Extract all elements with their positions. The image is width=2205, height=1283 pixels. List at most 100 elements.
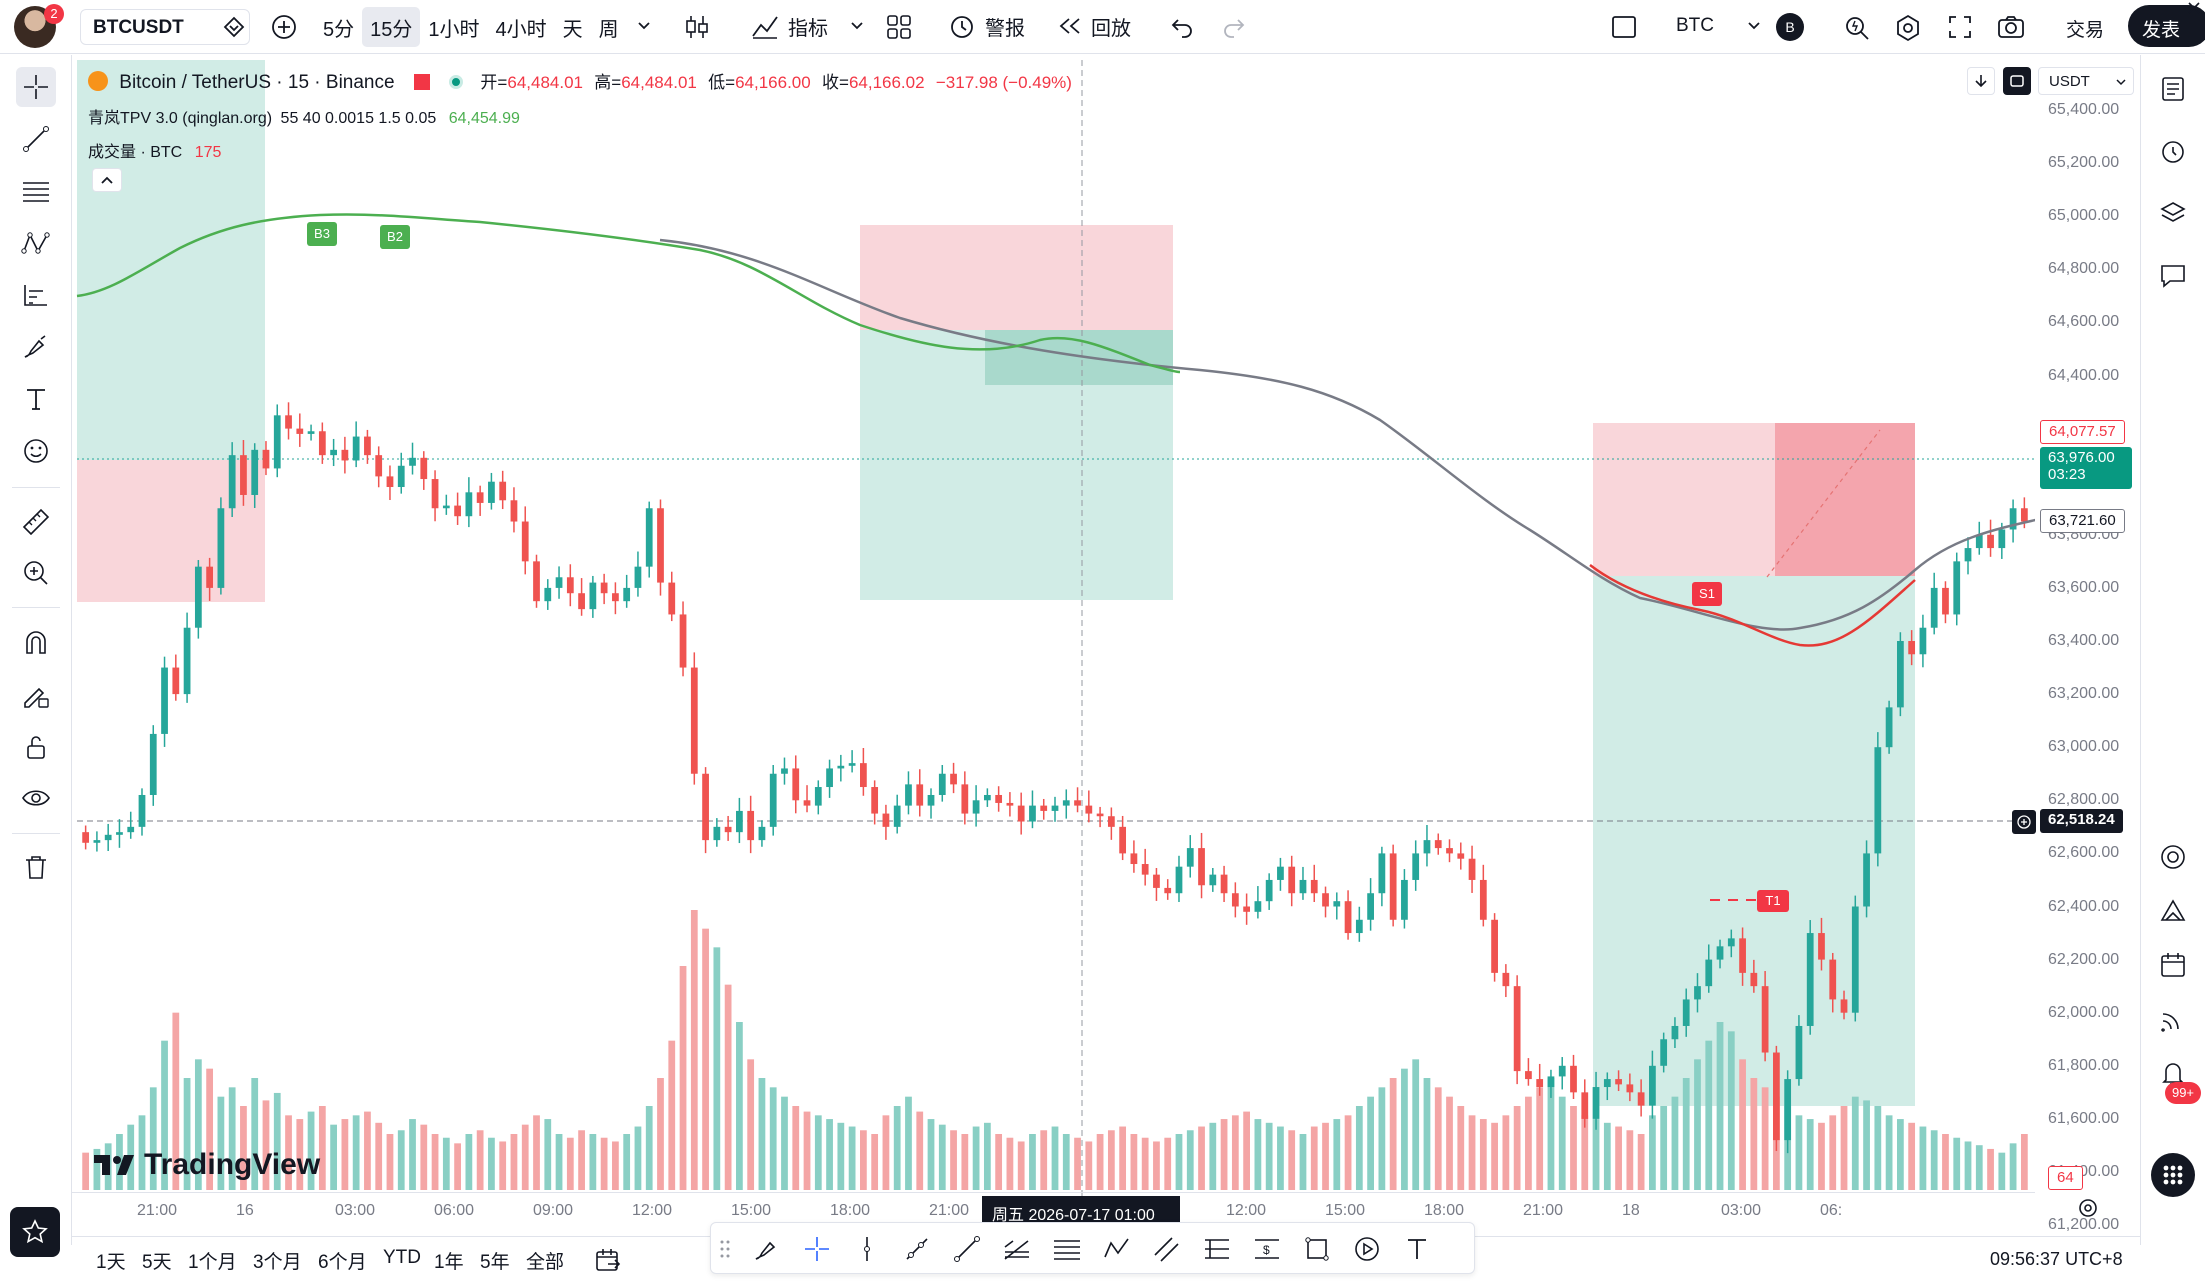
undo-icon[interactable] [1168, 13, 1196, 41]
target-signal-t1[interactable]: T1 [1757, 890, 1789, 912]
interval-15m[interactable]: 15分 [362, 7, 421, 47]
add-symbol-icon[interactable] [270, 13, 298, 41]
brush-icon[interactable] [16, 327, 56, 367]
long-position-icon[interactable] [1199, 1231, 1235, 1267]
chat-icon[interactable] [2151, 253, 2195, 297]
xabcd-pattern-icon[interactable] [1099, 1231, 1135, 1267]
symbol-title[interactable]: Bitcoin / TetherUS · 15 · Binance [119, 72, 395, 93]
eye-icon[interactable] [16, 779, 56, 819]
settings-gear-icon[interactable] [1893, 13, 1923, 43]
auto-scale-icon[interactable] [2003, 67, 2031, 95]
indicators-button[interactable]: 指标 [750, 11, 828, 41]
drag-handle-icon[interactable] [715, 1231, 735, 1267]
pattern-icon[interactable] [16, 223, 56, 263]
range-1d[interactable]: 1天 [96, 1252, 126, 1273]
rectangle-icon[interactable] [1299, 1231, 1335, 1267]
zoom-in-icon[interactable] [16, 553, 56, 593]
currency-badge[interactable]: B [1776, 13, 1804, 41]
symbol-options-icon[interactable] [222, 15, 246, 39]
layers-icon[interactable] [2151, 191, 2195, 235]
currency-unit-select[interactable]: USDT [2038, 67, 2134, 95]
brush-icon[interactable] [749, 1231, 785, 1267]
crosshair-icon[interactable] [799, 1231, 835, 1267]
price-chart[interactable] [72, 55, 2140, 1205]
symbol-search[interactable]: BTCUSDT [80, 9, 250, 45]
publish-button[interactable]: 发表 [2128, 5, 2205, 47]
chevron-down-icon[interactable] [848, 17, 866, 35]
favorites-star-icon[interactable] [10, 1207, 60, 1257]
trend-line-icon[interactable] [16, 119, 56, 159]
fib-retracement-icon[interactable] [16, 171, 56, 211]
crosshair-icon[interactable] [16, 67, 56, 107]
forecast-icon[interactable] [16, 275, 56, 315]
range-5d[interactable]: 5天 [142, 1252, 172, 1273]
ray-icon[interactable] [899, 1231, 935, 1267]
lock-drawing-icon[interactable] [16, 675, 56, 715]
volume-bar [1863, 1100, 1870, 1190]
parallel-channel-icon[interactable] [1149, 1231, 1185, 1267]
add-plus-icon[interactable] [2012, 810, 2036, 834]
flag-icon[interactable] [413, 74, 430, 90]
time-axis-settings-icon[interactable] [2076, 1196, 2100, 1220]
broadcast-icon[interactable] [2151, 997, 2195, 1041]
checkbox-square-icon[interactable] [1610, 13, 1638, 41]
buy-signal-b3[interactable]: B3 [307, 222, 337, 246]
range-1y[interactable]: 1年 [434, 1252, 464, 1273]
range-1m[interactable]: 1个月 [188, 1252, 237, 1273]
trash-icon[interactable] [16, 847, 56, 887]
ideas-icon[interactable] [2151, 889, 2195, 933]
redo-icon[interactable] [1220, 13, 1248, 41]
chevron-down-icon[interactable] [1745, 17, 1763, 35]
range-ytd[interactable]: YTD [383, 1247, 421, 1268]
unlock-icon[interactable] [16, 727, 56, 767]
range-6m[interactable]: 6个月 [318, 1252, 367, 1273]
play-icon[interactable] [1349, 1231, 1385, 1267]
toolbar-divider [12, 833, 60, 834]
calendar-icon[interactable] [2151, 943, 2195, 987]
go-to-date-icon[interactable] [594, 1247, 622, 1275]
target-icon[interactable] [2151, 835, 2195, 879]
magnet-icon[interactable] [16, 623, 56, 663]
arrow-down-icon[interactable] [1967, 67, 1995, 95]
quick-search-icon[interactable] [1842, 13, 1872, 43]
candle-body [1705, 959, 1713, 987]
collapse-legend-icon[interactable] [92, 168, 122, 192]
trend-line-icon[interactable] [949, 1231, 985, 1267]
alerts-clock-icon[interactable] [2151, 129, 2195, 173]
range-5y[interactable]: 5年 [480, 1252, 510, 1273]
camera-icon[interactable] [1996, 13, 2026, 41]
indicator-legend[interactable]: 青岚TPV 3.0 (qinglan.org) 55 40 0.0015 1.5… [88, 104, 520, 128]
range-all[interactable]: 全部 [526, 1252, 565, 1273]
emoji-icon[interactable] [16, 431, 56, 471]
ruler-icon[interactable] [16, 501, 56, 541]
text-icon[interactable] [1399, 1231, 1435, 1267]
interval-1w[interactable]: 周 [598, 18, 619, 41]
sell-signal-s1[interactable]: S1 [1692, 582, 1722, 606]
interval-4h[interactable]: 4小时 [495, 18, 547, 41]
fib-retracement-icon[interactable] [1049, 1231, 1085, 1267]
volume-bar [1198, 1126, 1205, 1190]
trade-button[interactable]: 交易 [2066, 20, 2105, 41]
clock[interactable]: 09:56:37 UTC+8 [1990, 1249, 2123, 1269]
interval-5m[interactable]: 5分 [323, 18, 355, 41]
watchlist-icon[interactable] [2151, 67, 2195, 111]
volume-legend[interactable]: 成交量 · BTC 175 [88, 138, 221, 162]
fullscreen-icon[interactable] [1946, 13, 1974, 41]
pitchfork-icon[interactable] [999, 1231, 1035, 1267]
close-icon[interactable] [2184, 0, 2205, 18]
buy-signal-b2[interactable]: B2 [380, 225, 410, 249]
range-3m[interactable]: 3个月 [253, 1252, 302, 1273]
alert-button[interactable]: 警报 [947, 11, 1025, 41]
vertical-line-icon[interactable] [849, 1231, 885, 1267]
text-icon[interactable] [16, 379, 56, 419]
interval-1h[interactable]: 1小时 [428, 18, 480, 41]
candlestick-type-icon[interactable] [682, 12, 712, 42]
chevron-down-icon[interactable] [635, 17, 653, 35]
apps-grid-icon[interactable] [2151, 1153, 2195, 1197]
interval-1d[interactable]: 天 [562, 18, 583, 41]
layout-grid-icon[interactable] [885, 13, 913, 41]
price-axis[interactable] [2035, 55, 2140, 1205]
currency-select[interactable]: BTC [1676, 15, 1714, 36]
replay-button[interactable]: 回放 [1055, 11, 1131, 41]
price-range-icon[interactable]: $ [1249, 1231, 1285, 1267]
